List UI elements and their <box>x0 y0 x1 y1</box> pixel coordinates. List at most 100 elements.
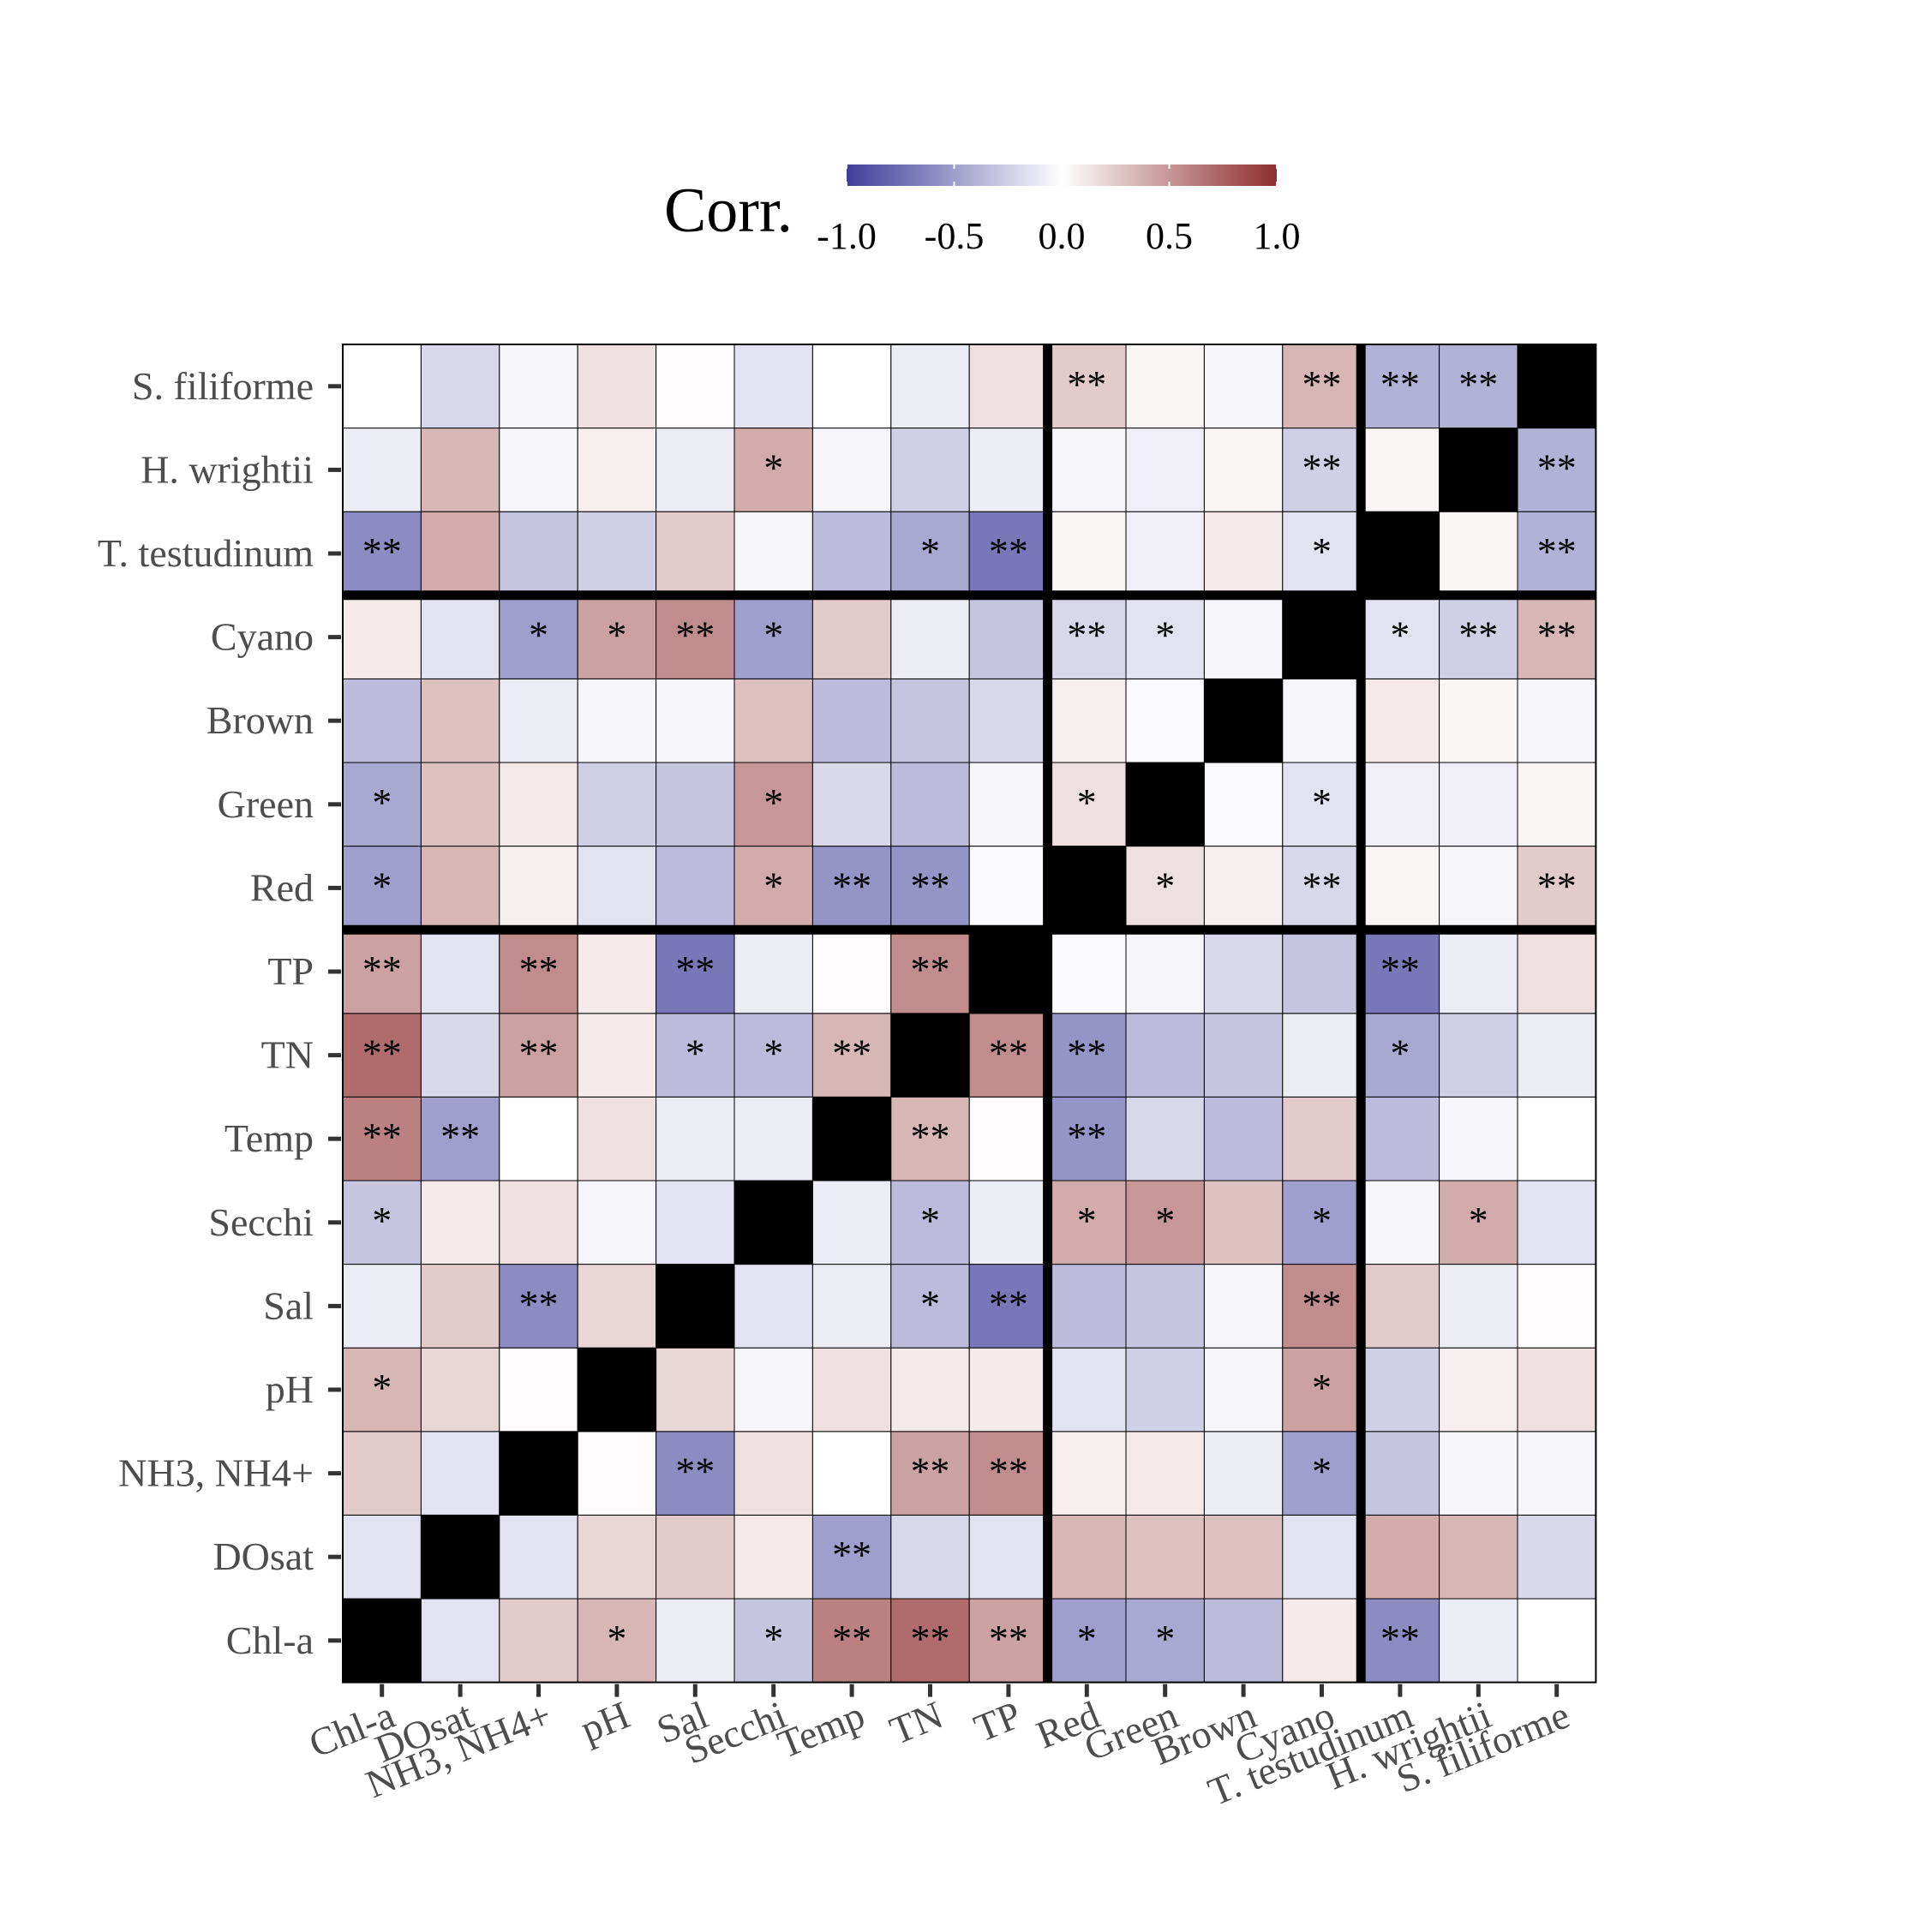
heatmap-cell <box>811 344 892 429</box>
significance-marker: * <box>372 1366 392 1409</box>
heatmap-cell <box>968 1347 1049 1433</box>
heatmap-cell <box>811 1264 892 1349</box>
heatmap-cell <box>342 929 422 1014</box>
heatmap-cell <box>733 595 813 679</box>
heatmap-cell <box>656 1096 735 1181</box>
heatmap-cell <box>1203 1431 1284 1516</box>
heatmap-cell <box>890 595 970 679</box>
heatmap-cell <box>1203 595 1284 679</box>
heatmap-cell <box>499 678 578 763</box>
significance-marker: * <box>1312 1366 1332 1409</box>
heatmap-cell <box>1282 762 1362 847</box>
heatmap-cell <box>420 1096 500 1181</box>
heatmap-cell <box>342 1431 422 1516</box>
y-tick-label: Brown <box>207 698 314 742</box>
heatmap-cell <box>811 846 892 930</box>
heatmap-cell <box>577 678 657 763</box>
heatmap-cell <box>1047 595 1127 679</box>
heatmap-cell <box>1439 511 1518 596</box>
heatmap-cell <box>499 428 578 512</box>
heatmap-cell <box>1282 678 1362 763</box>
heatmap-cell <box>1047 1096 1127 1181</box>
heatmap-cell <box>420 511 500 596</box>
heatmap-cell <box>1517 678 1596 763</box>
significance-marker: ** <box>989 1282 1028 1325</box>
heatmap-cell <box>968 929 1049 1014</box>
significance-marker: ** <box>1537 529 1577 573</box>
legend-ticks: -1.0 -0.5 0.0 0.5 1.0 <box>817 164 1301 257</box>
heatmap-cell <box>1125 762 1205 847</box>
heatmap-cell <box>1125 678 1205 763</box>
heatmap-cell <box>499 1598 578 1684</box>
significance-marker: * <box>1077 781 1097 824</box>
significance-marker: ** <box>675 1450 715 1493</box>
significance-marker: * <box>1077 1199 1097 1242</box>
y-tick-label: pH <box>266 1367 314 1411</box>
heatmap-cell <box>342 678 422 763</box>
heatmap-cell <box>890 762 970 847</box>
heatmap-cell <box>1203 846 1284 930</box>
heatmap-cell <box>811 1598 892 1684</box>
heatmap-cell <box>499 1514 578 1600</box>
heatmap-cell <box>1439 1347 1518 1433</box>
heatmap-cell <box>499 595 578 679</box>
heatmap-cell <box>890 1264 970 1349</box>
heatmap-cell <box>1517 1598 1596 1684</box>
significance-marker: ** <box>989 1617 1028 1660</box>
significance-marker: ** <box>519 948 559 991</box>
heatmap-cell <box>499 929 578 1014</box>
heatmap-cell <box>811 595 892 679</box>
significance-marker: ** <box>675 948 715 991</box>
heatmap-cell <box>968 1431 1049 1516</box>
heatmap-cell <box>733 1514 813 1600</box>
y-tick-label: H. wrightii <box>141 447 314 491</box>
heatmap-cell <box>499 1180 578 1265</box>
heatmap-cell <box>1203 1013 1284 1098</box>
significance-marker: ** <box>911 864 950 907</box>
significance-marker: * <box>763 1617 783 1660</box>
significance-marker: ** <box>1458 362 1498 406</box>
x-tick-label: TP <box>968 1693 1027 1750</box>
significance-marker: ** <box>832 1617 871 1660</box>
significance-marker: ** <box>989 1450 1028 1493</box>
heatmap-cell <box>420 344 500 429</box>
heatmap-cell <box>1517 929 1596 1014</box>
heatmap-cell <box>1047 846 1127 930</box>
y-tick-label: Secchi <box>208 1200 314 1244</box>
heatmap-cell <box>1203 1514 1284 1600</box>
heatmap-cell <box>499 511 578 596</box>
significance-marker: * <box>1390 613 1410 657</box>
significance-marker: ** <box>1302 446 1342 489</box>
heatmap-cell <box>1125 1431 1205 1516</box>
heatmap-cell <box>1282 929 1362 1014</box>
heatmap-cell <box>1125 344 1205 429</box>
heatmap-cell <box>1203 344 1284 429</box>
heatmap-cell <box>656 344 735 429</box>
significance-marker: * <box>763 864 783 907</box>
significance-marker: * <box>686 1032 705 1075</box>
heatmap-cells <box>342 344 1596 1684</box>
heatmap-cell <box>1517 1264 1596 1349</box>
heatmap-cell <box>1203 1598 1284 1684</box>
heatmap-cell <box>1439 344 1518 429</box>
heatmap-cell <box>342 1180 422 1265</box>
significance-marker: ** <box>1537 864 1577 907</box>
heatmap-cell <box>1360 678 1440 763</box>
heatmap-cell <box>811 762 892 847</box>
significance-marker: ** <box>1302 864 1342 907</box>
heatmap-cell <box>1360 1180 1440 1265</box>
heatmap-cell <box>577 929 657 1014</box>
significance-marker: ** <box>1302 362 1342 406</box>
y-tick-label: Chl-a <box>226 1618 314 1662</box>
heatmap-cell <box>1047 929 1127 1014</box>
significance-marker: ** <box>1067 362 1106 406</box>
heatmap-cell <box>577 1514 657 1600</box>
heatmap-cell <box>1439 1013 1518 1098</box>
heatmap-cell <box>1517 1514 1596 1600</box>
significance-marker: * <box>1312 781 1332 824</box>
significance-marker: * <box>372 781 392 824</box>
legend-tick-label: -1.0 <box>817 215 877 257</box>
heatmap-cell <box>1282 1096 1362 1181</box>
heatmap-cell <box>342 511 422 596</box>
heatmap-cell <box>342 428 422 512</box>
